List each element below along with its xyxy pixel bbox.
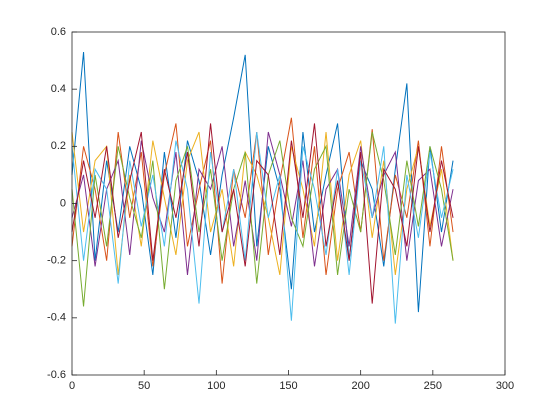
y-tick-label: 0.2 xyxy=(51,140,66,152)
data-line xyxy=(71,131,454,276)
x-tick-label: 200 xyxy=(351,380,369,392)
y-tick-label: -0.6 xyxy=(47,369,66,381)
y-tick-label: -0.4 xyxy=(47,312,66,324)
y-tick-label: 0.6 xyxy=(51,26,66,38)
x-tick-label: 100 xyxy=(207,380,225,392)
y-tick-label: 0.4 xyxy=(51,83,66,95)
data-line xyxy=(71,131,454,324)
x-tick-label: 300 xyxy=(496,380,514,392)
y-tick-label: -0.2 xyxy=(47,255,66,267)
data-line xyxy=(71,131,454,307)
data-line xyxy=(71,123,454,304)
y-tick-label: 0 xyxy=(60,197,66,209)
x-tick-label: 250 xyxy=(424,380,442,392)
x-tick-label: 50 xyxy=(138,380,150,392)
x-tick-label: 0 xyxy=(69,380,75,392)
x-tick-label: 150 xyxy=(279,380,297,392)
